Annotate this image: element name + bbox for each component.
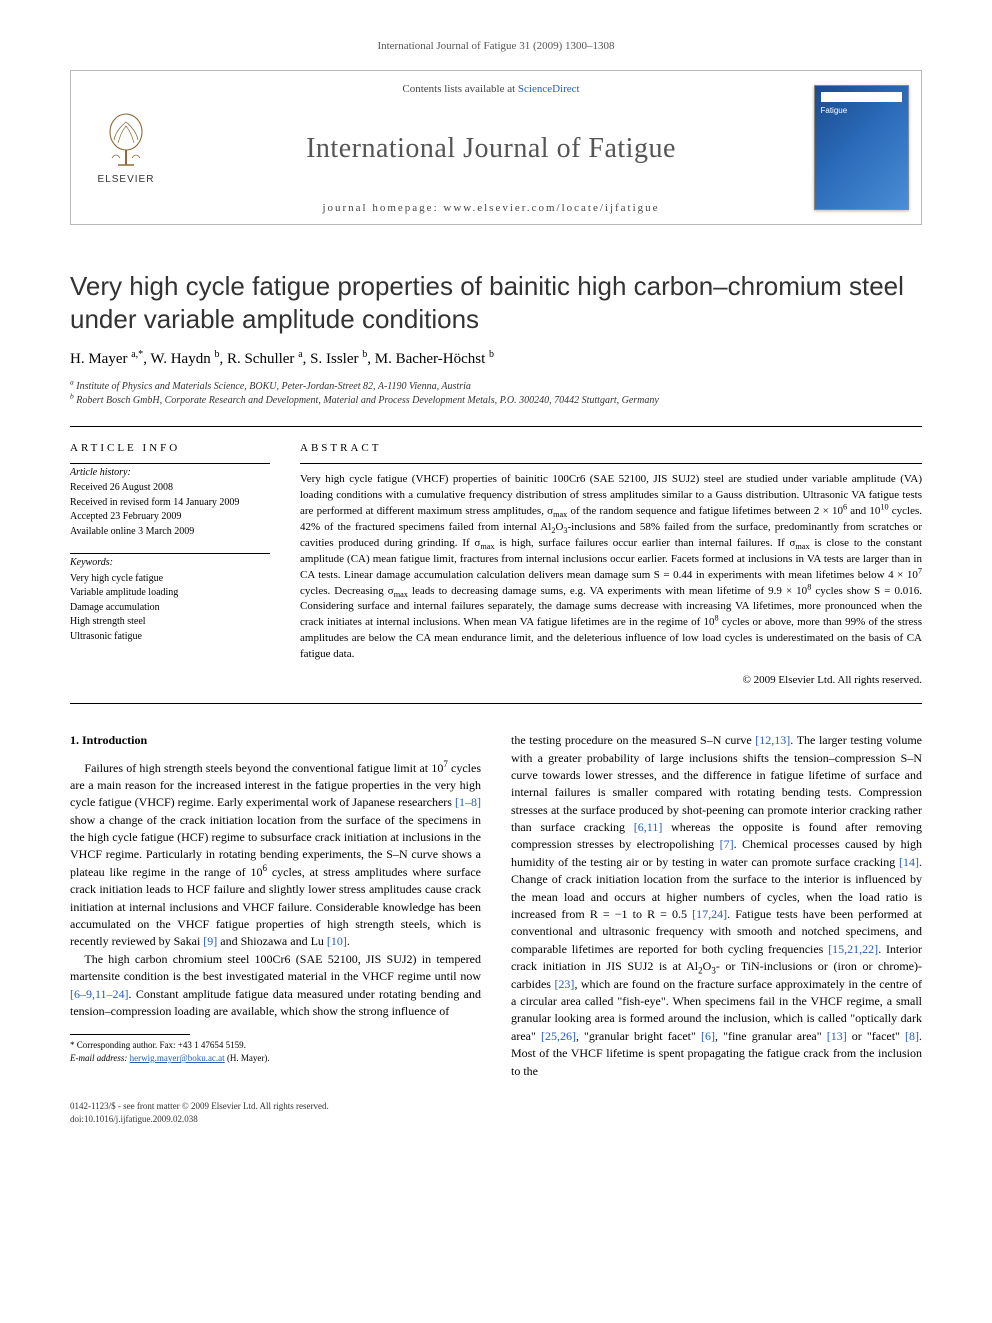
journal-cover-thumb: Fatigue [814, 85, 909, 210]
corresponding-author-footnote: * Corresponding author. Fax: +43 1 47654… [70, 1039, 481, 1052]
keyword: High strength steel [70, 615, 270, 630]
history-line: Available online 3 March 2009 [70, 525, 270, 540]
elsevier-tree-icon [96, 110, 156, 170]
affiliation-b: b Robert Bosch GmbH, Corporate Research … [70, 394, 922, 408]
article-info-heading: ARTICLE INFO [70, 441, 270, 457]
running-head: International Journal of Fatigue 31 (200… [70, 40, 922, 52]
keyword: Variable amplitude loading [70, 586, 270, 601]
footer-line-1: 0142-1123/$ - see front matter © 2009 El… [70, 1100, 922, 1113]
contents-prefix: Contents lists available at [402, 83, 517, 95]
publisher-block: ELSEVIER [71, 71, 181, 224]
journal-homepage: journal homepage: www.elsevier.com/locat… [191, 202, 791, 214]
banner-center: Contents lists available at ScienceDirec… [181, 71, 801, 224]
footer-line-2: doi:10.1016/j.ijfatigue.2009.02.038 [70, 1113, 922, 1126]
affiliations: a Institute of Physics and Materials Sci… [70, 380, 922, 408]
affiliation-a: a Institute of Physics and Materials Sci… [70, 380, 922, 394]
article-history-label: Article history: [70, 466, 270, 481]
keywords-label: Keywords: [70, 556, 270, 571]
rule-top [70, 426, 922, 427]
email-label: E-mail address: [70, 1053, 127, 1063]
article-title: Very high cycle fatigue properties of ba… [70, 270, 922, 335]
history-line: Received in revised form 14 January 2009 [70, 496, 270, 511]
email-attribution: (H. Mayer). [227, 1053, 270, 1063]
keyword: Very high cycle fatigue [70, 572, 270, 587]
journal-banner: ELSEVIER Contents lists available at Sci… [70, 70, 922, 225]
body-two-column: 1. Introduction Failures of high strengt… [70, 732, 922, 1080]
abstract-text: Very high cycle fatigue (VHCF) propertie… [300, 472, 922, 663]
abstract-heading: ABSTRACT [300, 441, 922, 457]
keyword: Ultrasonic fatigue [70, 630, 270, 645]
abstract-copyright: © 2009 Elsevier Ltd. All rights reserved… [300, 673, 922, 689]
publisher-label: ELSEVIER [98, 174, 155, 185]
intro-paragraph-3: the testing procedure on the measured S–… [511, 732, 922, 1080]
article-info-column: ARTICLE INFO Article history: Received 2… [70, 441, 270, 689]
abstract-column: ABSTRACT Very high cycle fatigue (VHCF) … [300, 441, 922, 689]
rule-bottom [70, 703, 922, 704]
journal-name: International Journal of Fatigue [191, 133, 791, 165]
footnote-rule [70, 1034, 190, 1035]
history-line: Accepted 23 February 2009 [70, 510, 270, 525]
corresponding-email-link[interactable]: herwig.mayer@boku.ac.at [130, 1053, 225, 1063]
keyword: Damage accumulation [70, 601, 270, 616]
cover-thumb-label: Fatigue [821, 106, 902, 115]
section-1-heading: 1. Introduction [70, 732, 481, 749]
intro-paragraph-2: The high carbon chromium steel 100Cr6 (S… [70, 951, 481, 1021]
abstract-divider [300, 463, 922, 464]
sciencedirect-link[interactable]: ScienceDirect [518, 83, 580, 95]
page-footer: 0142-1123/$ - see front matter © 2009 El… [70, 1100, 922, 1125]
contents-available-line: Contents lists available at ScienceDirec… [191, 83, 791, 95]
history-line: Received 26 August 2008 [70, 481, 270, 496]
info-divider [70, 463, 270, 464]
intro-paragraph-1: Failures of high strength steels beyond … [70, 760, 481, 951]
kw-divider [70, 553, 270, 554]
banner-cover: Fatigue [801, 71, 921, 224]
authors-line: H. Mayer a,*, W. Haydn b, R. Schuller a,… [70, 351, 922, 368]
email-footnote: E-mail address: herwig.mayer@boku.ac.at … [70, 1052, 481, 1065]
info-abstract-row: ARTICLE INFO Article history: Received 2… [70, 441, 922, 689]
